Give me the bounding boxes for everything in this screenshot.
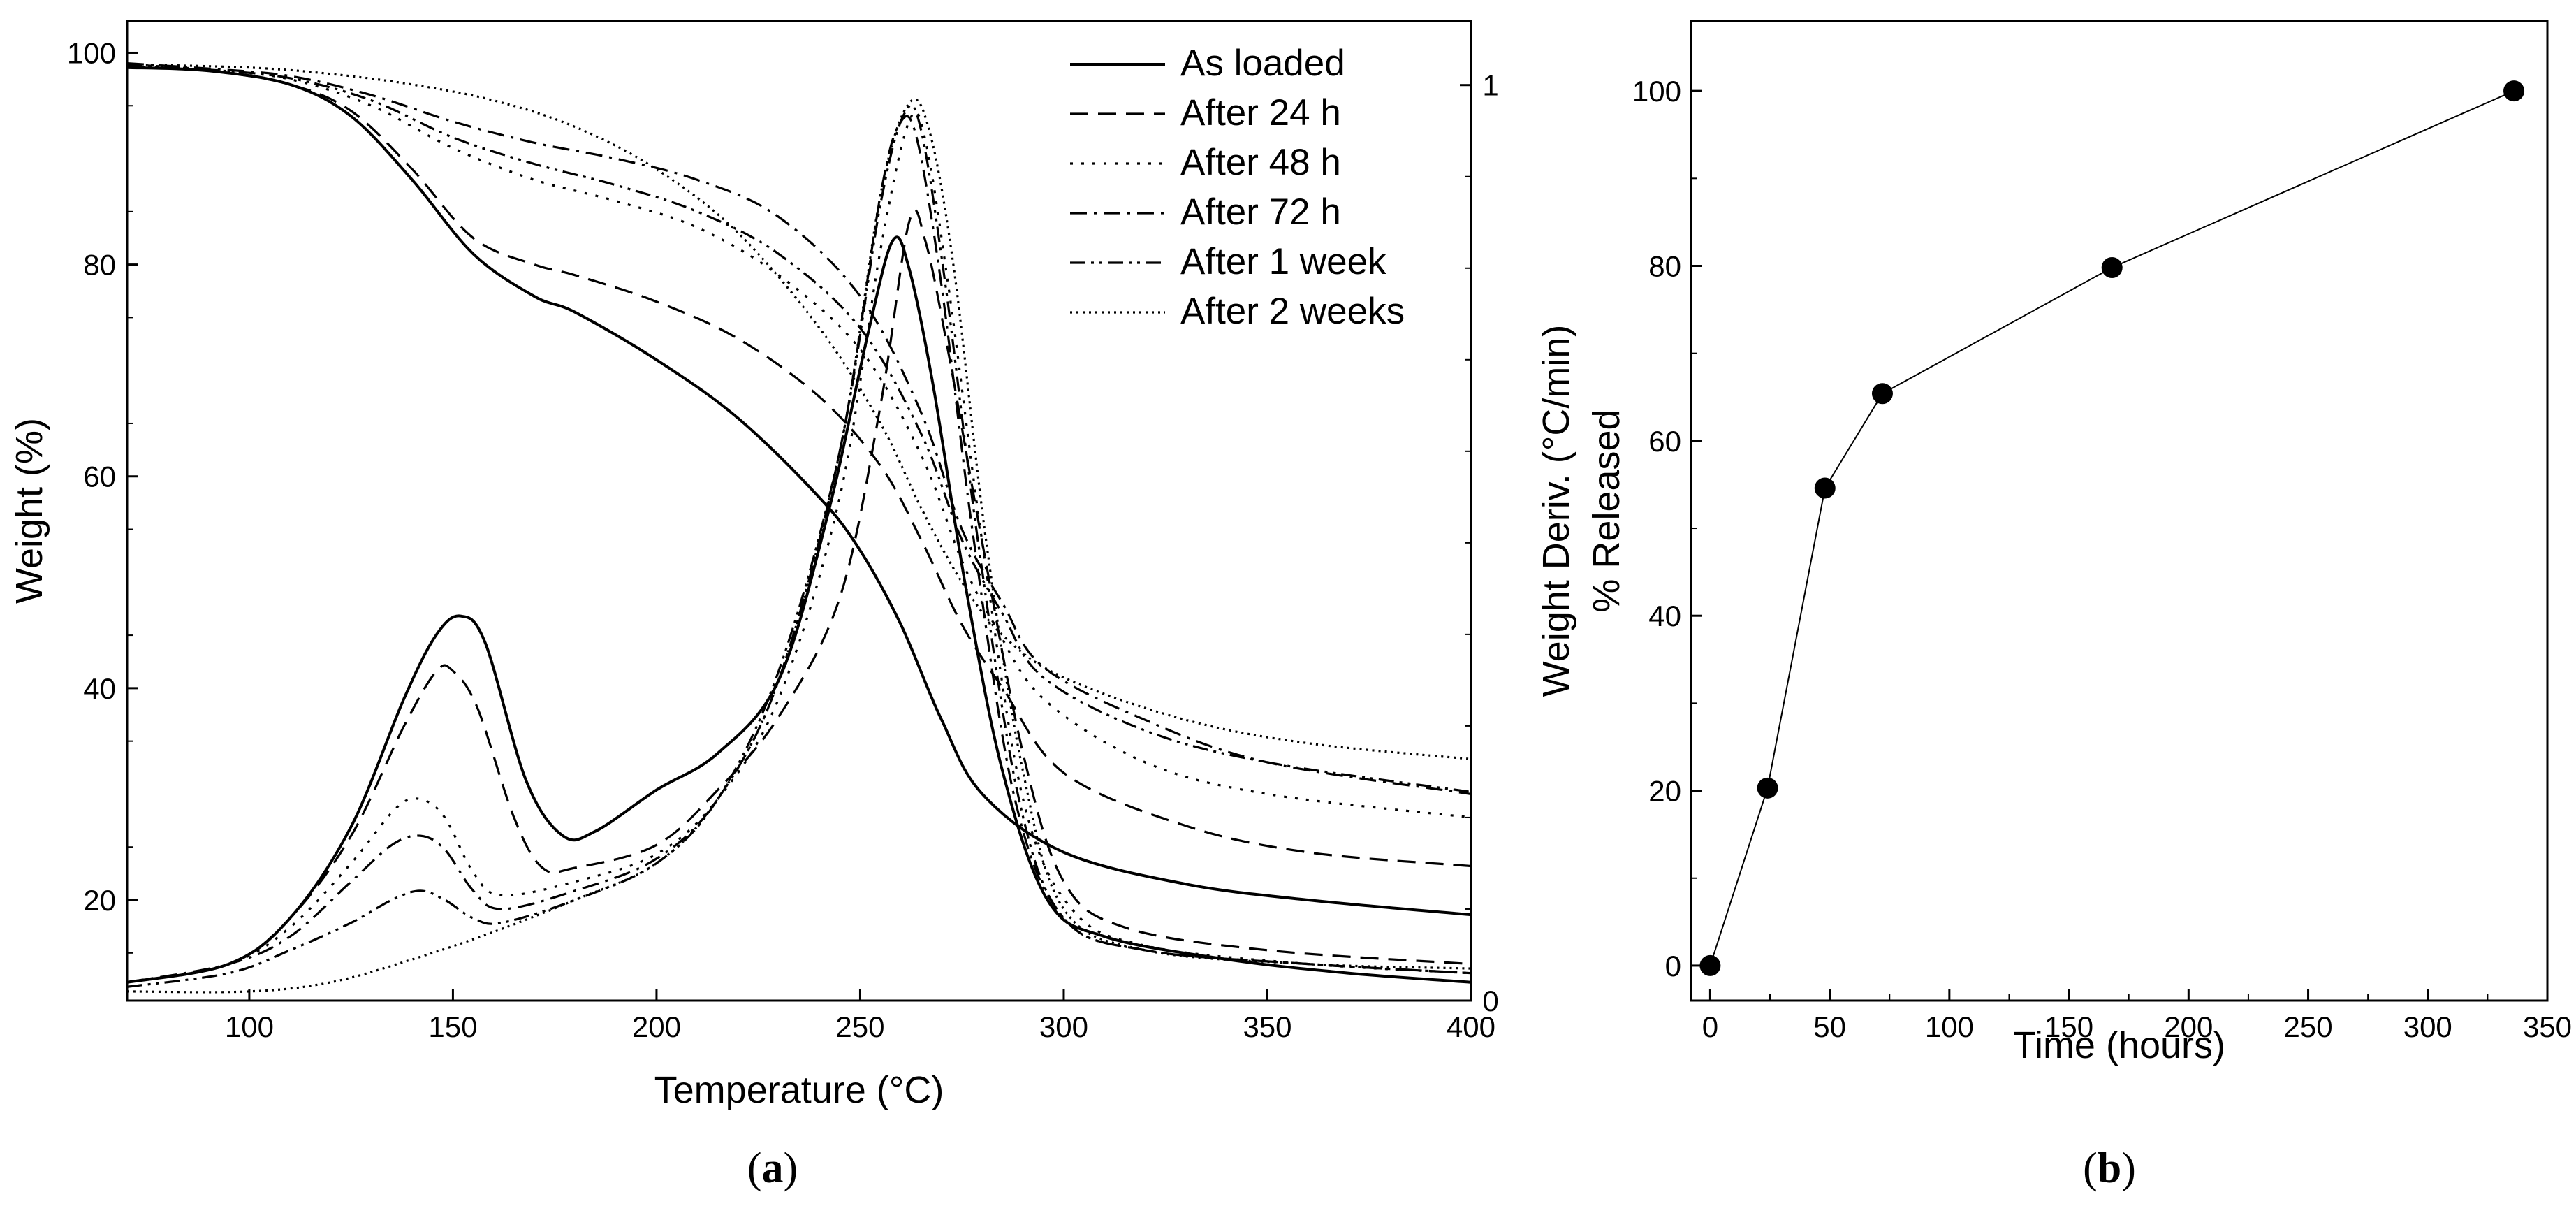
chart-b-plot-frame bbox=[1690, 20, 2549, 1002]
chart-a-legend: As loaded After 24 h After 48 h After 72 h A… bbox=[1070, 43, 1405, 332]
chart-a-x-tick-label: 200 bbox=[632, 1010, 681, 1043]
chart-a-legend-entry: After 1 week bbox=[1180, 241, 1386, 282]
chart-b-data-point bbox=[1699, 954, 1721, 976]
chart-a-legend-entry: As loaded bbox=[1180, 43, 1345, 84]
chart-b-data-point bbox=[1814, 477, 1836, 499]
chart-a-weight-line-3 bbox=[126, 64, 1472, 819]
chart-a-series-lines bbox=[126, 62, 1472, 994]
chart-a-plot-frame bbox=[126, 20, 1472, 1002]
chart-a-y-axis-label: Weight (%) bbox=[8, 418, 50, 604]
chart-b-points bbox=[1699, 80, 2525, 976]
chart-a-deriv-line-3 bbox=[126, 110, 1472, 984]
chart-a-y-tick-label: 20 bbox=[83, 884, 116, 917]
chart-b-data-point bbox=[1871, 383, 1893, 405]
chart-b-y-tick-label: 0 bbox=[1665, 950, 1681, 982]
chart-b-x-tick-label: 50 bbox=[1813, 1010, 1846, 1043]
chart-a-y2-tick-label: 0 bbox=[1482, 985, 1498, 1017]
chart-a-legend-entry: After 48 h bbox=[1180, 142, 1341, 183]
chart-a: 100 150 200 250 300 350 400 20 40 60 80 100 0 1 Tempe… bbox=[8, 20, 1577, 1111]
chart-b-x-tick-label: 350 bbox=[2523, 1010, 2572, 1043]
chart-b-x-tick-label: 200 bbox=[2164, 1010, 2213, 1043]
panel-label-b: (b) bbox=[2083, 1145, 2136, 1192]
chart-b-x-tick-label: 150 bbox=[2044, 1010, 2093, 1043]
chart-a-legend-entry: After 72 h bbox=[1180, 191, 1341, 233]
chart-b: 0 50 100 150 200 250 300 350 0 20 40 60 80 100 Time (… bbox=[1586, 20, 2572, 1066]
chart-a-weight-line-1 bbox=[126, 66, 1472, 917]
chart-b-series-line bbox=[1709, 90, 2515, 966]
chart-b-data-point bbox=[2503, 80, 2525, 102]
chart-b-y-axis-label: % Released bbox=[1586, 409, 1627, 612]
chart-a-deriv-line-2 bbox=[126, 208, 1472, 984]
chart-a-weight-line-4 bbox=[126, 62, 1472, 795]
chart-a-x-tick-label: 250 bbox=[835, 1010, 884, 1043]
chart-b-y-tick-label: 60 bbox=[1648, 425, 1681, 458]
chart-b-data-point bbox=[2101, 257, 2123, 279]
chart-a-deriv-line-1 bbox=[126, 235, 1472, 984]
panel-label-a: (a) bbox=[747, 1145, 798, 1192]
chart-b-y-tick-label: 80 bbox=[1648, 250, 1681, 283]
chart-a-deriv-line-5 bbox=[126, 104, 1472, 988]
chart-b-x-tick-label: 0 bbox=[1702, 1010, 1718, 1043]
chart-a-x-tick-label: 100 bbox=[225, 1010, 274, 1043]
chart-a-y-tick-label: 100 bbox=[67, 36, 116, 69]
chart-b-y-tick-label: 100 bbox=[1632, 75, 1681, 108]
chart-a-x-tick-label: 300 bbox=[1039, 1010, 1088, 1043]
chart-a-x-tick-label: 150 bbox=[428, 1010, 477, 1043]
chart-a-ticks: 100 150 200 250 300 350 400 20 40 60 80 100 0 1 bbox=[67, 36, 1499, 1043]
chart-b-ticks: 0 50 100 150 200 250 300 350 0 20 40 60 80 100 bbox=[1632, 75, 2572, 1043]
chart-b-x-tick-label: 300 bbox=[2403, 1010, 2452, 1043]
chart-a-x-tick-label: 350 bbox=[1243, 1010, 1291, 1043]
chart-b-x-axis-label: Time (hours) bbox=[2013, 1024, 2225, 1066]
chart-b-x-tick-label: 100 bbox=[1925, 1010, 1974, 1043]
chart-b-data-point bbox=[1757, 777, 1778, 799]
chart-a-weight-line-5 bbox=[126, 63, 1472, 793]
chart-b-series-polyline bbox=[1709, 90, 2515, 966]
chart-a-y2-axis-label: Weight Deriv. (°C/min) bbox=[1535, 325, 1577, 697]
chart-b-y-tick-label: 20 bbox=[1648, 775, 1681, 808]
chart-a-weight-line-2 bbox=[126, 65, 1472, 868]
chart-b-y-tick-label: 40 bbox=[1648, 600, 1681, 632]
chart-a-y-tick-label: 40 bbox=[83, 672, 116, 705]
chart-a-x-axis-label: Temperature (°C) bbox=[654, 1069, 944, 1111]
chart-a-x-tick-label: 400 bbox=[1447, 1010, 1495, 1043]
chart-a-legend-entry: After 2 weeks bbox=[1180, 291, 1405, 332]
chart-a-deriv-line-6 bbox=[126, 98, 1472, 994]
chart-a-y-tick-label: 80 bbox=[83, 249, 116, 282]
chart-b-x-tick-label: 250 bbox=[2284, 1010, 2333, 1043]
chart-a-y-tick-label: 60 bbox=[83, 460, 116, 493]
chart-a-y2-tick-label: 1 bbox=[1482, 69, 1498, 102]
chart-a-legend-entry: After 24 h bbox=[1180, 92, 1341, 133]
